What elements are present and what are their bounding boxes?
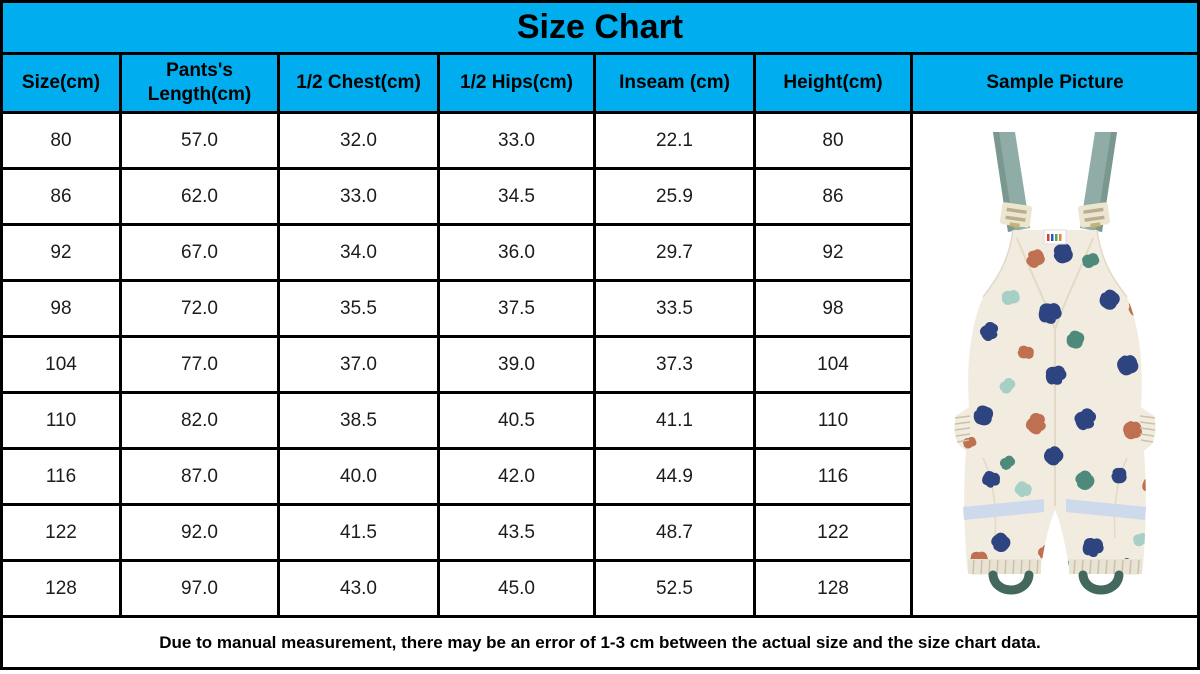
size-cell: 116 (756, 450, 913, 506)
sample-picture-panel: Sample Picture (913, 55, 1197, 618)
size-cell: 25.9 (596, 170, 756, 226)
size-cell: 98 (3, 282, 122, 338)
size-cell: 39.0 (440, 338, 596, 394)
column-header: Size(cm) (3, 55, 122, 114)
size-cell: 33.5 (596, 282, 756, 338)
size-cell: 87.0 (122, 450, 280, 506)
size-cell: 104 (756, 338, 913, 394)
size-cell: 34.0 (280, 226, 440, 282)
size-cell: 33.0 (280, 170, 440, 226)
size-cell: 44.9 (596, 450, 756, 506)
size-cell: 43.5 (440, 506, 596, 562)
column-header: Inseam (cm) (596, 55, 756, 114)
size-cell: 35.5 (280, 282, 440, 338)
sample-picture-cell (913, 114, 1197, 618)
measurement-disclaimer: Due to manual measurement, there may be … (3, 618, 1197, 667)
size-cell: 92.0 (122, 506, 280, 562)
size-cell: 43.0 (280, 562, 440, 618)
size-table: Size(cm) Pants's Length(cm) 1/2 Chest(cm) 1… (3, 55, 913, 618)
column-header: Height(cm) (756, 55, 913, 114)
size-cell: 32.0 (280, 114, 440, 170)
size-cell: 82.0 (122, 394, 280, 450)
title-bar: Size Chart (3, 3, 1197, 55)
waist-elastic-gathers (954, 415, 1156, 443)
column-header: 1/2 Hips(cm) (440, 55, 596, 114)
size-cell: 45.0 (440, 562, 596, 618)
buckle-right (1078, 202, 1110, 228)
size-cell: 86 (3, 170, 122, 226)
size-cell: 104 (3, 338, 122, 394)
overalls-photo-illustration (954, 132, 1156, 595)
size-cell: 77.0 (122, 338, 280, 394)
size-cell: 57.0 (122, 114, 280, 170)
size-cell: 37.0 (280, 338, 440, 394)
page-title: Size Chart (516, 8, 684, 46)
size-cell: 116 (3, 450, 122, 506)
size-cell: 38.5 (280, 394, 440, 450)
brand-label (1043, 229, 1067, 245)
size-cell: 128 (756, 562, 913, 618)
size-cell: 122 (3, 506, 122, 562)
size-cell: 41.1 (596, 394, 756, 450)
size-cell: 122 (756, 506, 913, 562)
size-cell: 42.0 (440, 450, 596, 506)
size-cell: 128 (3, 562, 122, 618)
size-cell: 48.7 (596, 506, 756, 562)
size-cell: 40.0 (280, 450, 440, 506)
size-cell: 33.0 (440, 114, 596, 170)
size-cell: 80 (756, 114, 913, 170)
size-cell: 110 (756, 394, 913, 450)
size-cell: 80 (3, 114, 122, 170)
size-cell: 36.0 (440, 226, 596, 282)
size-cell: 97.0 (122, 562, 280, 618)
foot-loops (988, 570, 1124, 595)
size-cell: 22.1 (596, 114, 756, 170)
size-cell: 40.5 (440, 394, 596, 450)
size-cell: 37.5 (440, 282, 596, 338)
size-cell: 110 (3, 394, 122, 450)
size-cell: 37.3 (596, 338, 756, 394)
size-cell: 92 (756, 226, 913, 282)
sample-picture-header: Sample Picture (913, 55, 1197, 114)
size-cell: 72.0 (122, 282, 280, 338)
buckle-left (1000, 202, 1032, 228)
size-cell: 29.7 (596, 226, 756, 282)
size-cell: 67.0 (122, 226, 280, 282)
reflective-stripes (963, 499, 1146, 520)
size-cell: 86 (756, 170, 913, 226)
size-cell: 52.5 (596, 562, 756, 618)
size-cell: 41.5 (280, 506, 440, 562)
size-cell: 92 (3, 226, 122, 282)
size-cell: 62.0 (122, 170, 280, 226)
size-cell: 98 (756, 282, 913, 338)
table-area: Size(cm) Pants's Length(cm) 1/2 Chest(cm) 1… (3, 55, 1197, 618)
column-header: 1/2 Chest(cm) (280, 55, 440, 114)
column-header: Pants's Length(cm) (122, 55, 280, 114)
size-cell: 34.5 (440, 170, 596, 226)
